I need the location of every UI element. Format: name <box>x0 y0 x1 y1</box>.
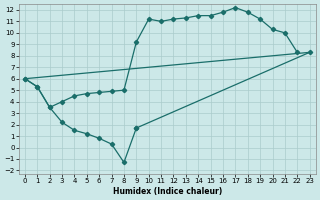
X-axis label: Humidex (Indice chaleur): Humidex (Indice chaleur) <box>113 187 222 196</box>
